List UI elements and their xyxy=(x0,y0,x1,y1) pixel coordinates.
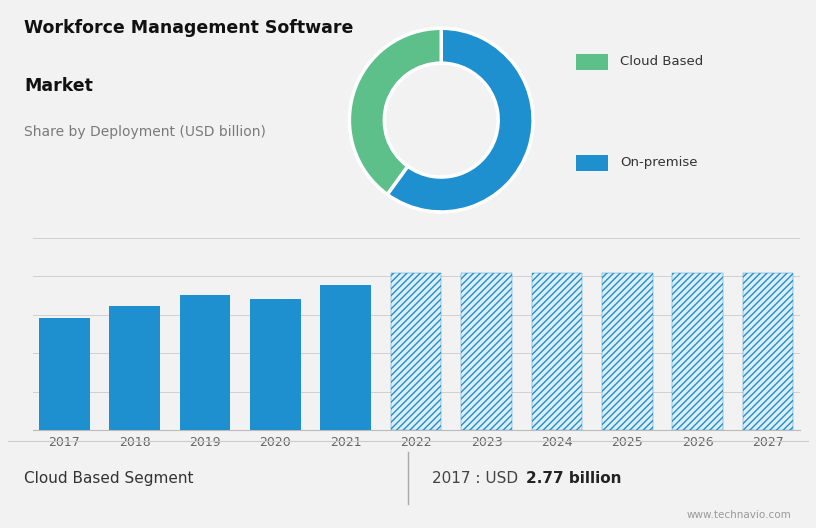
Text: Cloud Based Segment: Cloud Based Segment xyxy=(24,471,194,486)
Bar xyxy=(391,272,441,430)
Bar xyxy=(391,272,441,430)
Bar xyxy=(672,272,723,430)
Bar xyxy=(743,272,793,430)
Bar xyxy=(461,272,512,430)
Text: Workforce Management Software: Workforce Management Software xyxy=(24,19,354,37)
Bar xyxy=(743,272,793,430)
FancyBboxPatch shape xyxy=(576,155,608,171)
Bar xyxy=(250,299,301,430)
Bar xyxy=(602,272,653,430)
Bar xyxy=(672,272,723,430)
FancyBboxPatch shape xyxy=(576,53,608,70)
Bar xyxy=(531,272,583,430)
Bar xyxy=(461,272,512,430)
Text: Market: Market xyxy=(24,77,93,95)
Bar xyxy=(602,272,653,430)
Bar xyxy=(531,272,583,430)
Text: 2017 : USD: 2017 : USD xyxy=(432,471,524,486)
Wedge shape xyxy=(349,28,441,194)
Bar xyxy=(109,306,160,430)
Bar xyxy=(321,285,371,430)
Text: Share by Deployment (USD billion): Share by Deployment (USD billion) xyxy=(24,125,266,139)
Wedge shape xyxy=(388,28,533,212)
Bar xyxy=(39,318,90,430)
Bar xyxy=(180,296,230,430)
Text: 2.77 billion: 2.77 billion xyxy=(526,471,622,486)
Text: On-premise: On-premise xyxy=(620,156,698,169)
Text: www.technavio.com: www.technavio.com xyxy=(687,511,792,521)
Text: Cloud Based: Cloud Based xyxy=(620,55,703,68)
